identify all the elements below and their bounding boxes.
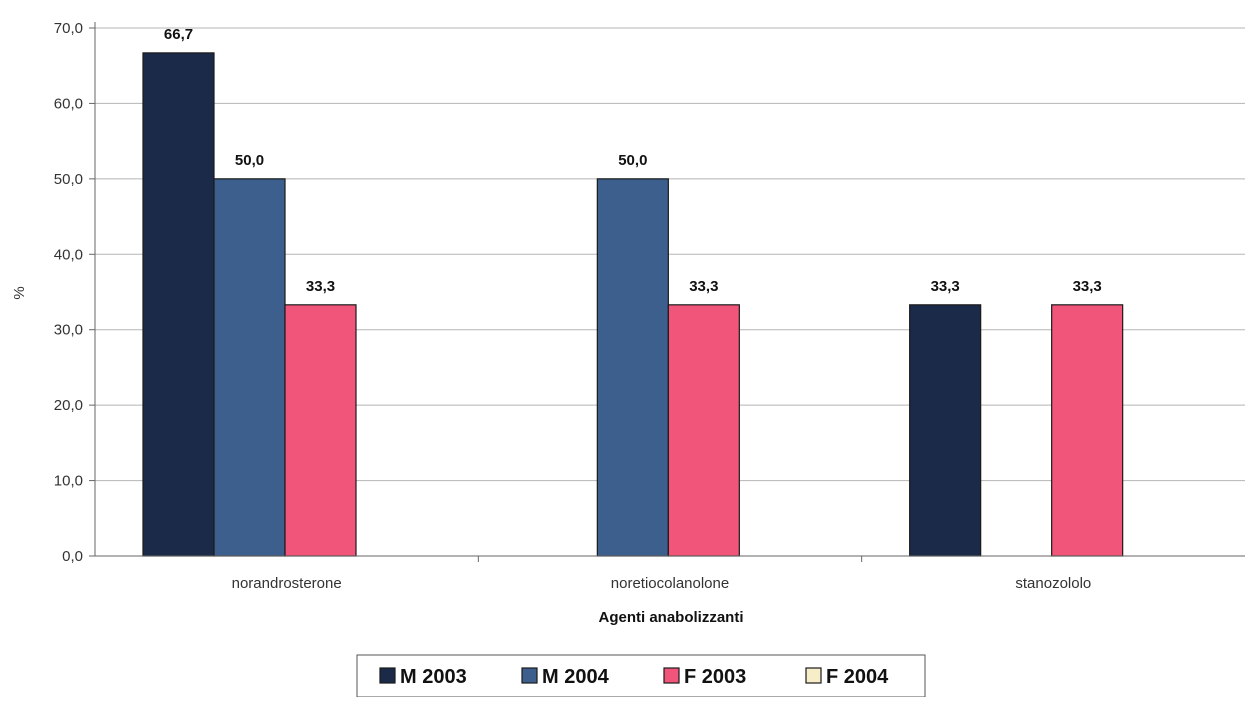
x-tick-label: norandrosterone (232, 575, 342, 592)
data-label: 33,3 (306, 278, 335, 295)
x-tick-label: noretiocolanolone (611, 575, 729, 592)
legend-swatch (522, 668, 537, 683)
data-label: 33,3 (931, 278, 960, 295)
y-tick-label: 70,0 (54, 20, 83, 37)
legend-label: M 2003 (400, 666, 467, 688)
bar-f-2003 (1052, 305, 1123, 556)
legend-label: M 2004 (542, 666, 610, 688)
y-tick-label: 60,0 (54, 95, 83, 112)
legend-swatch (664, 668, 679, 683)
legend-swatch (380, 668, 395, 683)
y-tick-label: 20,0 (54, 397, 83, 414)
y-tick-label: 30,0 (54, 322, 83, 339)
bar-m-2004 (214, 179, 285, 556)
data-label: 33,3 (689, 278, 718, 295)
bar-m-2003 (910, 305, 981, 556)
bar-f-2003 (668, 305, 739, 556)
y-tick-label: 50,0 (54, 171, 83, 188)
y-tick-label: 40,0 (54, 246, 83, 263)
y-tick-label: 10,0 (54, 473, 83, 490)
data-label: 50,0 (618, 152, 647, 169)
legend-label: F 2003 (684, 666, 746, 688)
legend-swatch (806, 668, 821, 683)
y-tick-label: 0,0 (62, 548, 83, 565)
bar-f-2003 (285, 305, 356, 556)
x-tick-label: stanozololo (1015, 575, 1091, 592)
data-label: 50,0 (235, 152, 264, 169)
bar-m-2004 (597, 179, 668, 556)
y-axis-label: % (11, 286, 28, 299)
bars (143, 53, 1123, 556)
x-axis-title: Agenti anabolizzanti (598, 609, 743, 626)
bar-m-2003 (143, 53, 214, 556)
legend-label: F 2004 (826, 666, 889, 688)
legend: M 2003 M 2004 F 2003 F 2004 (357, 655, 925, 697)
data-label: 66,7 (164, 26, 193, 43)
data-label: 33,3 (1073, 278, 1102, 295)
